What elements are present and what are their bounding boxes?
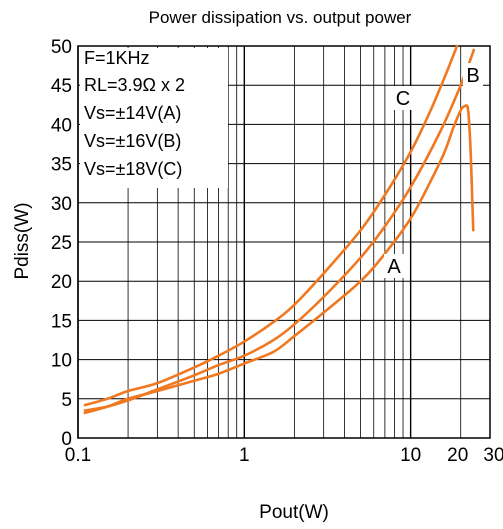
annotation-line: Vs=±14V(A) <box>84 103 181 123</box>
annotation-line: RL=3.9Ω x 2 <box>84 75 185 95</box>
y-tick-label: 45 <box>51 76 72 97</box>
y-tick-label: 10 <box>51 351 72 372</box>
annotation-line: Vs=±18V(C) <box>84 159 182 179</box>
y-tick-label: 20 <box>51 272 72 293</box>
x-tick-label: 10 <box>400 445 421 466</box>
y-tick-label: 35 <box>51 155 72 176</box>
x-tick-label: 1 <box>239 445 250 466</box>
x-axis-label: Pout(W) <box>259 502 329 523</box>
y-axis-label: Pdiss(W) <box>12 202 33 279</box>
curve-labels: A B C <box>384 63 483 278</box>
curve-label-A: A <box>387 256 401 278</box>
x-tick-label: 20 <box>447 445 468 466</box>
series-line-C <box>83 44 459 407</box>
annotation-line: Vs=±16V(B) <box>84 131 181 151</box>
annotation-box: F=1KHz RL=3.9Ω x 2 Vs=±14V(A) Vs=±16V(B) Vs=… <box>80 48 228 188</box>
plot-frame <box>77 45 491 439</box>
curve-label-background <box>384 254 404 278</box>
x-tick-label: 30 <box>483 445 503 466</box>
y-tick-label: 25 <box>51 233 72 254</box>
y-tick-label: 40 <box>51 115 72 136</box>
y-tick-label: 0 <box>61 429 72 450</box>
y-tick-label: 50 <box>51 37 72 58</box>
series-line-B <box>83 48 476 412</box>
annotation-line: F=1KHz <box>84 48 150 68</box>
x-tick-label: 0.1 <box>65 445 91 466</box>
curve-label-background <box>393 86 413 110</box>
series-line-A <box>83 104 475 415</box>
curve-label-background <box>463 63 483 87</box>
chart-title: Power dissipation vs. output power <box>149 8 412 27</box>
y-tick-label: 5 <box>61 390 72 411</box>
y-tick-label: 15 <box>51 311 72 332</box>
annotation-background <box>80 48 228 188</box>
curve-label-C: C <box>396 88 410 110</box>
y-tick-label: 30 <box>51 194 72 215</box>
series-lines <box>83 44 476 415</box>
curve-label-B: B <box>466 65 479 87</box>
tick-labels: 0 5 10 15 20 25 30 35 40 45 50 0.1 1 10 20 30 <box>51 37 503 466</box>
